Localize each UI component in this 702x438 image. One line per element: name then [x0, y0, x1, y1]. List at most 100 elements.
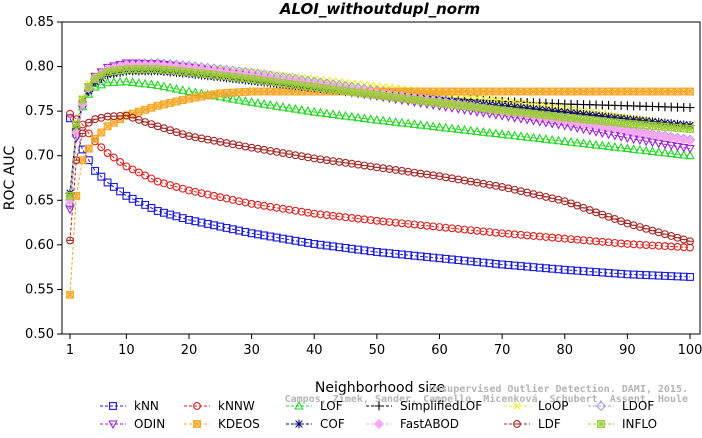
data-point-cross [673, 87, 682, 96]
data-point-star [435, 99, 444, 107]
data-point [653, 130, 664, 141]
data-point [634, 127, 646, 138]
data-point [303, 105, 313, 115]
data-point [553, 135, 564, 145]
data-point [103, 149, 112, 157]
legend-label: LoOP [538, 399, 569, 413]
data-point [365, 114, 376, 123]
data-point [374, 401, 384, 411]
data-point-star [597, 420, 605, 428]
data-point [159, 81, 169, 91]
data-point-cross [535, 87, 544, 96]
data-point-cross [216, 89, 225, 98]
data-point [146, 79, 157, 89]
data-point [265, 100, 276, 109]
data-point [359, 113, 370, 123]
data-point [572, 109, 582, 118]
data-point-star [661, 123, 669, 131]
data-point-cross [517, 87, 525, 96]
watermark-authors: Campos, Zimek, Sander, Campello, Micenko… [285, 393, 688, 405]
data-point-star [416, 96, 425, 105]
data-point [384, 116, 395, 126]
data-point [522, 132, 532, 141]
legend-item-knnw: kNNW [184, 399, 255, 413]
data-point [441, 122, 451, 132]
data-point [679, 149, 689, 159]
data-point [103, 178, 112, 187]
data-point-star [72, 120, 81, 129]
data-point [290, 103, 301, 113]
data-point [178, 85, 188, 94]
data-point-star [567, 114, 575, 122]
data-point [659, 131, 671, 142]
data-point-star [166, 66, 174, 75]
data-point-cross [586, 87, 594, 96]
data-point [597, 111, 607, 121]
data-point-cross [247, 87, 256, 96]
data-point-star [441, 100, 450, 108]
data-point-star [266, 77, 275, 86]
series-knnw [66, 109, 694, 252]
data-point [193, 402, 201, 410]
data-point [579, 109, 588, 119]
data-point-star [203, 70, 212, 78]
data-point-star [467, 102, 475, 111]
data-point [109, 153, 118, 162]
data-point [604, 112, 613, 122]
data-point-cross [291, 87, 300, 96]
data-point [609, 123, 620, 134]
data-point-cross [135, 107, 143, 116]
data-point [686, 272, 694, 281]
series-ldf [66, 111, 694, 246]
data-point-star [216, 71, 225, 80]
data-point-star [78, 95, 87, 104]
data-point [616, 124, 627, 135]
y-tick-label: 0.55 [25, 282, 54, 297]
data-point [528, 132, 539, 142]
data-point [171, 83, 182, 93]
legend-item-odin: ODIN [100, 417, 165, 431]
data-point [428, 121, 438, 131]
data-point-cross [598, 87, 607, 96]
data-point-star [448, 100, 456, 109]
data-point [610, 113, 620, 123]
data-point-cross [573, 87, 582, 96]
data-point-cross [410, 87, 419, 96]
data-point-cross [523, 87, 531, 96]
data-point-cross [479, 87, 488, 96]
data-point-cross [229, 88, 237, 97]
data-point-cross [554, 87, 563, 96]
data-point-star [141, 65, 149, 74]
data-point-star [122, 65, 131, 74]
data-point [134, 168, 143, 177]
data-point [309, 106, 319, 116]
data-point [497, 129, 507, 138]
data-point [246, 97, 257, 106]
data-point-cross [210, 90, 218, 99]
data-point-cross [654, 87, 663, 96]
legend-item-simplifiedlof: SimplifiedLOF [366, 399, 482, 413]
data-point [585, 139, 595, 148]
data-point-cross [128, 109, 137, 118]
data-point-cross [172, 97, 181, 106]
data-point [578, 138, 589, 148]
data-point [109, 402, 117, 410]
data-point-star [654, 122, 663, 131]
legend-label: kNNW [218, 399, 255, 413]
data-point-star [304, 82, 312, 91]
data-point-cross [141, 105, 149, 114]
data-point [294, 400, 304, 410]
data-point-star [341, 87, 350, 95]
data-point [121, 76, 132, 86]
data-point-star [354, 88, 362, 97]
data-point-star [623, 119, 632, 128]
data-point-cross [97, 128, 106, 137]
data-point-star [160, 65, 168, 74]
data-point-cross [203, 91, 212, 100]
data-point-cross [91, 134, 99, 143]
data-point-star [66, 192, 74, 200]
data-point-cross [103, 122, 112, 131]
data-point-star [348, 88, 356, 96]
data-point [122, 162, 131, 171]
